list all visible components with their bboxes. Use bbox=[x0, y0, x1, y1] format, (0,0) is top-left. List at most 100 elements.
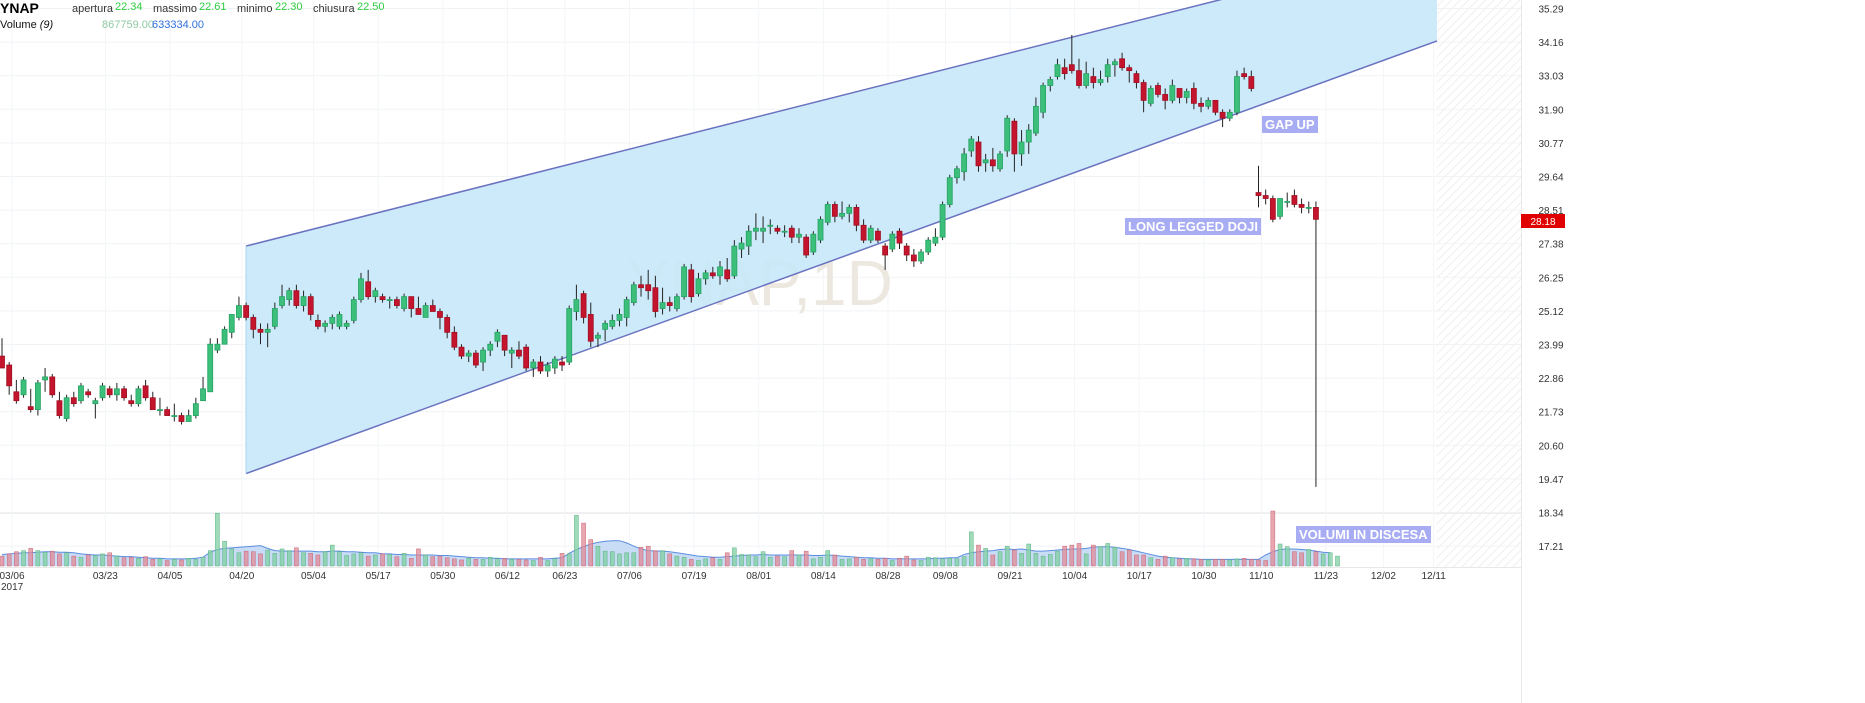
candle[interactable] bbox=[322, 320, 329, 333]
candle[interactable] bbox=[903, 243, 910, 261]
candle[interactable] bbox=[20, 376, 27, 398]
candle[interactable] bbox=[939, 201, 946, 241]
candle[interactable] bbox=[63, 394, 70, 422]
candle[interactable] bbox=[1112, 58, 1118, 77]
candle[interactable] bbox=[6, 362, 13, 395]
candle[interactable] bbox=[702, 269, 709, 285]
candle[interactable] bbox=[853, 204, 860, 232]
candle[interactable] bbox=[372, 287, 379, 303]
candle[interactable] bbox=[989, 147, 996, 172]
candle[interactable] bbox=[35, 379, 41, 416]
candle[interactable] bbox=[609, 314, 616, 330]
candle[interactable] bbox=[1248, 70, 1255, 92]
candle[interactable] bbox=[192, 397, 199, 419]
candle[interactable] bbox=[1155, 82, 1161, 98]
candle[interactable] bbox=[968, 136, 975, 157]
candle[interactable] bbox=[264, 323, 271, 348]
candle[interactable] bbox=[587, 302, 594, 348]
candle[interactable] bbox=[630, 281, 637, 306]
candle[interactable] bbox=[760, 216, 766, 244]
candle[interactable] bbox=[1061, 58, 1068, 80]
candle[interactable] bbox=[738, 237, 745, 258]
candle[interactable] bbox=[559, 356, 565, 371]
candle[interactable] bbox=[781, 225, 788, 238]
candle[interactable] bbox=[1169, 79, 1176, 104]
candle[interactable] bbox=[652, 275, 659, 318]
candle[interactable] bbox=[157, 397, 163, 416]
candle[interactable] bbox=[437, 308, 443, 330]
candle[interactable] bbox=[121, 385, 127, 401]
candle[interactable] bbox=[0, 338, 5, 369]
candle[interactable] bbox=[566, 305, 573, 366]
candle[interactable] bbox=[846, 204, 853, 223]
candle[interactable] bbox=[315, 314, 321, 330]
candle[interactable] bbox=[99, 382, 106, 401]
candle[interactable] bbox=[1076, 58, 1082, 89]
candle[interactable] bbox=[1241, 67, 1248, 80]
candle[interactable] bbox=[717, 260, 723, 285]
candle[interactable] bbox=[56, 391, 63, 419]
candle[interactable] bbox=[13, 379, 20, 404]
candle[interactable] bbox=[42, 367, 48, 392]
price-channel[interactable] bbox=[245, 0, 1438, 475]
candle[interactable] bbox=[551, 356, 558, 374]
candle[interactable] bbox=[537, 356, 544, 374]
candle[interactable] bbox=[128, 394, 135, 407]
candle[interactable] bbox=[674, 293, 680, 312]
candle[interactable] bbox=[645, 269, 652, 300]
candle[interactable] bbox=[1004, 115, 1011, 157]
candle[interactable] bbox=[975, 136, 982, 172]
candle[interactable] bbox=[113, 382, 120, 401]
candle[interactable] bbox=[530, 359, 537, 377]
candle[interactable] bbox=[580, 290, 587, 324]
candle[interactable] bbox=[149, 391, 156, 411]
candle[interactable] bbox=[293, 284, 300, 309]
candle[interactable] bbox=[867, 225, 874, 244]
candle[interactable] bbox=[236, 296, 242, 321]
candle[interactable] bbox=[358, 272, 364, 303]
candle[interactable] bbox=[1162, 88, 1169, 110]
candle[interactable] bbox=[444, 314, 451, 339]
candle[interactable] bbox=[135, 385, 142, 407]
candle[interactable] bbox=[1291, 189, 1298, 208]
candle[interactable] bbox=[1033, 97, 1039, 137]
candle[interactable] bbox=[214, 338, 221, 354]
candle[interactable] bbox=[106, 385, 113, 398]
candle[interactable] bbox=[1126, 64, 1133, 83]
candle[interactable] bbox=[1133, 70, 1140, 89]
candle[interactable] bbox=[70, 391, 77, 407]
candle[interactable] bbox=[724, 257, 731, 282]
candle[interactable] bbox=[336, 311, 343, 330]
candle[interactable] bbox=[207, 338, 214, 393]
candle[interactable] bbox=[1176, 88, 1183, 104]
candle[interactable] bbox=[1147, 85, 1154, 107]
candle[interactable] bbox=[824, 201, 831, 226]
candlestick-series[interactable] bbox=[0, 34, 1319, 487]
candle[interactable] bbox=[1054, 58, 1061, 80]
candle[interactable] bbox=[451, 326, 458, 351]
candle[interactable] bbox=[695, 272, 702, 297]
candle[interactable] bbox=[918, 249, 924, 264]
candle[interactable] bbox=[221, 326, 228, 345]
candle[interactable] bbox=[365, 269, 372, 300]
candle[interactable] bbox=[49, 373, 56, 398]
candle[interactable] bbox=[379, 293, 386, 303]
candle[interactable] bbox=[386, 296, 393, 309]
candle[interactable] bbox=[595, 332, 601, 348]
candle[interactable] bbox=[753, 213, 759, 241]
candle[interactable] bbox=[1226, 109, 1233, 122]
candle[interactable] bbox=[472, 350, 479, 368]
candle[interactable] bbox=[1277, 198, 1283, 220]
candle[interactable] bbox=[896, 228, 903, 250]
channel-upper-line[interactable] bbox=[245, 0, 1257, 247]
candle[interactable] bbox=[1234, 70, 1240, 116]
candle[interactable] bbox=[954, 165, 960, 184]
candle[interactable] bbox=[78, 382, 84, 404]
candle[interactable] bbox=[1040, 82, 1046, 119]
candle[interactable] bbox=[831, 201, 838, 223]
price-axis[interactable]: 35.29 34.16 33.03 31.90 30.77 29.64 28.51 27.38… bbox=[1521, 0, 1564, 703]
candle[interactable] bbox=[1047, 76, 1054, 92]
candle[interactable] bbox=[796, 228, 802, 244]
candle[interactable] bbox=[745, 225, 752, 255]
candle[interactable] bbox=[817, 216, 824, 244]
